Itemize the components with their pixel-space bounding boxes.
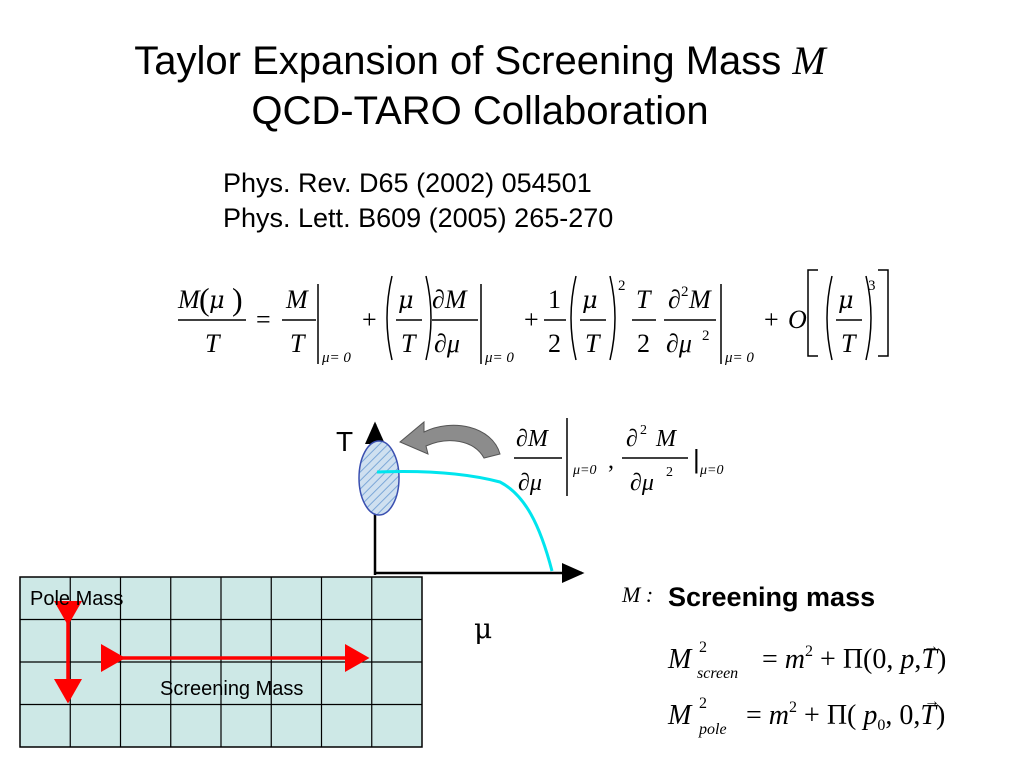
der-2-d: ∂: [626, 426, 638, 452]
mass-definitions: M 2 screen = m2 + Π(0, p,T) → M 2 pole =…: [667, 638, 946, 738]
eq-t4-mu: μ: [838, 286, 854, 314]
references: Phys. Rev. D65 (2002) 054501 Phys. Lett.…: [223, 166, 613, 236]
slide-title: Taylor Expansion of Screening Mass M QCD…: [0, 36, 960, 136]
taylor-expansion-equation: M ( μ ) T = M T μ= 0 + μ T ∂M ∂μ μ= 0 + …: [177, 269, 889, 366]
pole-subscript: pole: [698, 721, 727, 738]
def-screen-vec: →: [923, 638, 939, 655]
eq-t3-T2: T: [636, 285, 652, 314]
eq-paren-d: [609, 275, 616, 361]
screening-mass-heading: Screening mass: [668, 582, 876, 612]
eq-t1-den: T: [290, 329, 306, 358]
eq-t3-pow: 2: [618, 278, 626, 294]
eq-eval-2: μ= 0: [484, 350, 514, 366]
eq-paren-a: [386, 275, 393, 361]
eq-eval-3: μ= 0: [724, 350, 754, 366]
phase-diagram: [358, 420, 585, 583]
def-screen-rhs: = m2 + Π(0, p,T): [762, 643, 946, 675]
eq-eval-1: μ= 0: [321, 350, 351, 366]
eq-t3-two-b: 2: [637, 329, 650, 358]
expansion-region-ellipse: [358, 440, 400, 516]
eq-lhs-paren: (: [199, 281, 210, 317]
def-pole-rhs: = m2 + Π( p0, 0,T): [746, 699, 945, 734]
eq-paren-b: [425, 275, 432, 361]
transition-curve: [376, 469, 554, 572]
def-pole-pow: 2: [699, 695, 707, 712]
screen-subscript: screen: [697, 665, 738, 682]
der-comma: ,: [608, 448, 614, 474]
der-2-eval: μ=0: [699, 463, 723, 478]
eq-plus-3: +: [764, 305, 779, 334]
eq-t2-T: T: [401, 329, 417, 358]
eq-mu: μ: [209, 286, 225, 314]
eq-t4-pow: 3: [868, 278, 876, 294]
eq-lhs-den: T: [205, 329, 221, 358]
def-pole-vec: →: [924, 693, 940, 710]
mu-axis-label: μ: [474, 612, 493, 645]
m-definition-prefix: M :: [622, 582, 654, 607]
t-axis-label: T: [336, 426, 354, 457]
eq-t3-T: T: [585, 329, 601, 358]
eq-t1-num: M: [285, 285, 309, 314]
eq-bracket-left: [807, 269, 818, 357]
eq-t3-dmu2-pow: 2: [702, 328, 710, 344]
eq-bracket-right: [878, 269, 889, 357]
der-2-M: M: [655, 426, 678, 452]
eq-t2-dmu: ∂μ: [434, 329, 460, 358]
eq-equals: =: [256, 305, 271, 334]
eq-lhs-paren-close: ): [232, 281, 243, 317]
der-1-num: ∂M: [516, 426, 550, 452]
eq-t3-two: 2: [548, 329, 561, 358]
eq-t3-d2-pow: 2: [681, 284, 689, 300]
def-screen-M: M: [667, 644, 693, 675]
title-line-1: Taylor Expansion of Screening Mass M: [0, 36, 960, 86]
eq-t4-T: T: [841, 329, 857, 358]
eq-t3-d2: ∂: [668, 285, 681, 314]
screening-mass-grid-label: Screening Mass: [160, 678, 304, 700]
derivative-expression: ∂M ∂μ μ=0 , ∂ 2 M ∂μ 2 | μ=0: [514, 418, 723, 496]
eq-t3-dmu2: ∂μ: [666, 329, 692, 358]
reference-2: Phys. Lett. B609 (2005) 265-270: [223, 203, 614, 233]
title-text: Taylor Expansion of Screening Mass: [134, 39, 782, 83]
eq-paren-e: [826, 275, 833, 361]
def-screen-pow: 2: [699, 639, 707, 656]
der-2-pow: 2: [640, 423, 647, 438]
der-2-eval-bar: |: [693, 444, 700, 474]
eq-O: O: [788, 305, 807, 334]
eq-t2-mu: μ: [398, 286, 414, 314]
der-1-den: ∂μ: [518, 470, 542, 496]
eq-t3-M: M: [688, 285, 712, 314]
eq-t2-dM: ∂M: [432, 285, 468, 314]
eq-plus-1: +: [362, 305, 377, 334]
title-variable: M: [792, 38, 826, 83]
pole-mass-label: Pole Mass: [30, 588, 124, 610]
der-1-eval: μ=0: [572, 463, 596, 478]
eq-paren-c: [570, 275, 577, 361]
def-pole-M: M: [667, 700, 693, 731]
der-2-den: ∂μ: [630, 470, 654, 496]
eq-t3-one: 1: [548, 285, 561, 314]
eq-paren-f: [865, 275, 872, 361]
der-2-den-pow: 2: [666, 465, 673, 480]
reference-1: Phys. Rev. D65 (2002) 054501: [223, 168, 592, 198]
eq-t3-mu: μ: [582, 286, 598, 314]
eq-plus-2: +: [524, 305, 539, 334]
curved-arrow-icon: [399, 420, 501, 459]
eq-lhs-num: M: [177, 285, 201, 314]
title-line-2: QCD-TARO Collaboration: [251, 89, 709, 133]
